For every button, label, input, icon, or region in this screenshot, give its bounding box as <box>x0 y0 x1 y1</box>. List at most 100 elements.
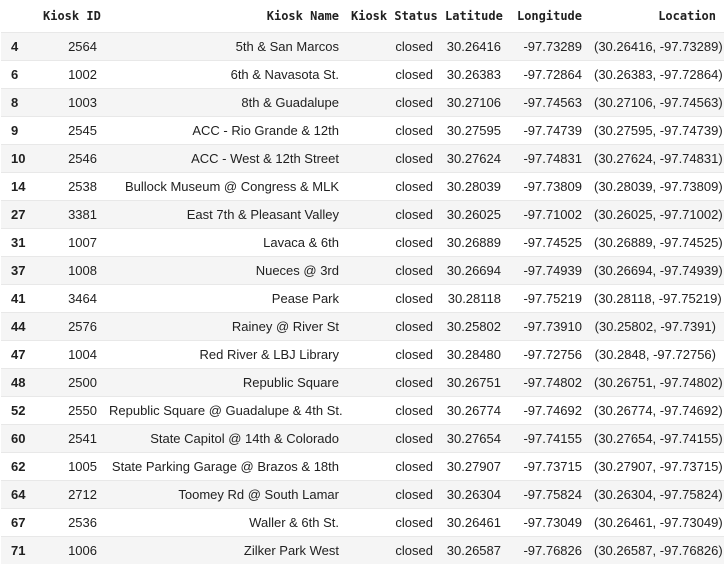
latitude-cell: 30.26751 <box>439 369 507 397</box>
row-index: 44 <box>1 313 37 341</box>
kiosk-id-header[interactable]: Kiosk ID <box>37 0 103 33</box>
kiosk-name-cell: 5th & San Marcos <box>103 33 345 61</box>
longitude-cell: -97.73910 <box>507 313 588 341</box>
latitude-cell: 30.28039 <box>439 173 507 201</box>
location-cell: (30.27595, -97.74739) <box>588 117 724 145</box>
kiosk-name-cell: Waller & 6th St. <box>103 509 345 537</box>
row-index: 37 <box>1 257 37 285</box>
kiosk-status-cell: closed <box>345 509 439 537</box>
kiosk-status-cell: closed <box>345 61 439 89</box>
location-cell: (30.28118, -97.75219) <box>588 285 724 313</box>
kiosk-id-cell: 1002 <box>37 61 103 89</box>
longitude-cell: -97.73289 <box>507 33 588 61</box>
longitude-cell: -97.75824 <box>507 481 588 509</box>
kiosk-name-cell: Zilker Park West <box>103 537 345 564</box>
location-cell: (30.27654, -97.74155) <box>588 425 724 453</box>
row-index: 9 <box>1 117 37 145</box>
kiosk-status-cell: closed <box>345 229 439 257</box>
kiosk-id-cell: 2564 <box>37 33 103 61</box>
kiosk-id-cell: 2541 <box>37 425 103 453</box>
kiosk-name-cell: ACC - West & 12th Street <box>103 145 345 173</box>
row-index: 48 <box>1 369 37 397</box>
kiosk-name-cell: 6th & Navasota St. <box>103 61 345 89</box>
longitude-cell: -97.71002 <box>507 201 588 229</box>
kiosk-name-cell: State Parking Garage @ Brazos & 18th <box>103 453 345 481</box>
kiosk-status-cell: closed <box>345 537 439 564</box>
row-index: 27 <box>1 201 37 229</box>
location-header[interactable]: Location <box>588 0 724 33</box>
kiosk-name-cell: ACC - Rio Grande & 12th <box>103 117 345 145</box>
latitude-cell: 30.26774 <box>439 397 507 425</box>
kiosk-id-cell: 2545 <box>37 117 103 145</box>
latitude-header[interactable]: Latitude <box>439 0 507 33</box>
longitude-cell: -97.73715 <box>507 453 588 481</box>
kiosk-name-cell: Rainey @ River St <box>103 313 345 341</box>
kiosk-name-cell: Republic Square <box>103 369 345 397</box>
location-cell: (30.2848, -97.72756) <box>588 341 724 369</box>
row-index: 4 <box>1 33 37 61</box>
row-index: 6 <box>1 61 37 89</box>
longitude-cell: -97.75219 <box>507 285 588 313</box>
kiosk-name-header[interactable]: Kiosk Name <box>103 0 345 33</box>
kiosk-id-cell: 2712 <box>37 481 103 509</box>
kiosk-id-cell: 1003 <box>37 89 103 117</box>
longitude-cell: -97.73809 <box>507 173 588 201</box>
kiosk-id-cell: 3381 <box>37 201 103 229</box>
kiosk-name-cell: Nueces @ 3rd <box>103 257 345 285</box>
kiosk-status-header[interactable]: Kiosk Status <box>345 0 439 33</box>
kiosk-id-cell: 1006 <box>37 537 103 564</box>
kiosk-status-cell: closed <box>345 453 439 481</box>
index-header <box>1 0 37 33</box>
latitude-cell: 30.27624 <box>439 145 507 173</box>
kiosk-name-cell: Bullock Museum @ Congress & MLK <box>103 173 345 201</box>
latitude-cell: 30.28118 <box>439 285 507 313</box>
location-cell: (30.26025, -97.71002) <box>588 201 724 229</box>
longitude-cell: -97.74939 <box>507 257 588 285</box>
latitude-cell: 30.27595 <box>439 117 507 145</box>
row-index: 31 <box>1 229 37 257</box>
row-index: 8 <box>1 89 37 117</box>
location-cell: (30.26889, -97.74525) <box>588 229 724 257</box>
latitude-cell: 30.27907 <box>439 453 507 481</box>
location-cell: (30.26304, -97.75824) <box>588 481 724 509</box>
latitude-cell: 30.27106 <box>439 89 507 117</box>
kiosk-status-cell: closed <box>345 201 439 229</box>
kiosk-status-cell: closed <box>345 257 439 285</box>
location-cell: (30.26587, -97.76826) <box>588 537 724 564</box>
row-index: 60 <box>1 425 37 453</box>
longitude-header[interactable]: Longitude <box>507 0 588 33</box>
kiosk-id-cell: 2536 <box>37 509 103 537</box>
kiosk-status-cell: closed <box>345 117 439 145</box>
kiosk-status-cell: closed <box>345 313 439 341</box>
kiosk-status-cell: closed <box>345 285 439 313</box>
row-index: 67 <box>1 509 37 537</box>
longitude-cell: -97.74692 <box>507 397 588 425</box>
kiosk-name-cell: East 7th & Pleasant Valley <box>103 201 345 229</box>
kiosk-id-cell: 1004 <box>37 341 103 369</box>
row-index: 64 <box>1 481 37 509</box>
kiosk-name-cell: State Capitol @ 14th & Colorado <box>103 425 345 453</box>
longitude-cell: -97.74563 <box>507 89 588 117</box>
longitude-cell: -97.74739 <box>507 117 588 145</box>
latitude-cell: 30.27654 <box>439 425 507 453</box>
kiosk-status-cell: closed <box>345 397 439 425</box>
